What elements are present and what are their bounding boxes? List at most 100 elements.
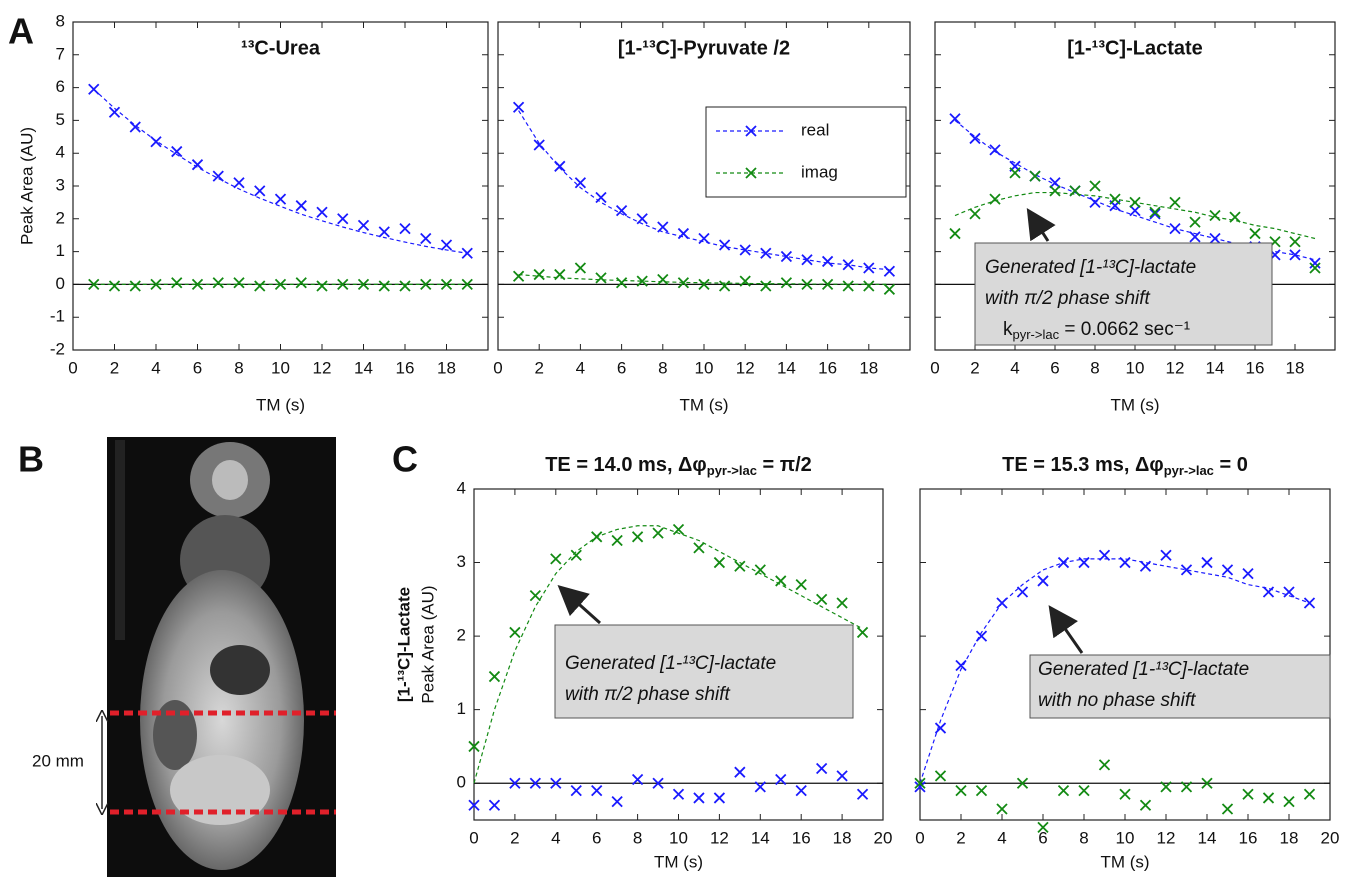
data-point — [150, 136, 162, 148]
x-tick-label: 16 — [396, 358, 415, 377]
data-point — [1209, 232, 1221, 245]
data-point — [420, 278, 432, 291]
fit-line — [954, 119, 1316, 261]
data-point — [636, 275, 648, 287]
data-point — [821, 255, 834, 268]
data-point — [1149, 206, 1161, 218]
x-tick-label: 4 — [576, 358, 585, 377]
data-point — [949, 227, 961, 240]
data-point — [1283, 795, 1295, 808]
y-tick-label: 1 — [56, 241, 65, 260]
data-point — [1249, 227, 1261, 240]
y-tick-label: 2 — [457, 626, 466, 645]
x-tick-label: 18 — [1286, 358, 1305, 377]
data-point — [863, 262, 875, 274]
data-point — [550, 553, 562, 565]
data-point — [615, 277, 628, 289]
x-tick-label: 6 — [617, 358, 626, 377]
chart-title: TE = 14.0 ms, Δφpyr->lac = π/2 — [545, 454, 812, 478]
data-point — [357, 219, 370, 231]
data-point — [739, 244, 751, 256]
x-tick-label: 14 — [1198, 828, 1217, 847]
data-point — [108, 106, 121, 118]
data-point — [1119, 556, 1131, 569]
data-point — [856, 626, 869, 639]
data-point — [842, 280, 854, 292]
data-point — [836, 597, 848, 609]
data-point — [295, 277, 307, 289]
chart-title: ¹³C-Urea — [241, 37, 321, 59]
data-point — [775, 575, 787, 587]
legend-marker — [745, 125, 757, 137]
chart-title-sub: pyr->lac — [707, 463, 757, 478]
x-tick-label: 12 — [1166, 358, 1185, 377]
fit-line — [919, 558, 1310, 784]
data-point — [698, 232, 710, 245]
data-point — [468, 799, 480, 811]
x-axis-label: TM (s) — [256, 395, 305, 414]
data-point — [274, 193, 287, 205]
plot-frame — [72, 21, 489, 351]
data-point — [420, 232, 432, 245]
x-tick-label: 14 — [1206, 358, 1225, 377]
data-point — [440, 239, 453, 251]
x-axis-label: TM (s) — [1110, 395, 1159, 414]
data-point — [693, 792, 705, 804]
data-point — [1009, 167, 1021, 179]
data-point — [780, 277, 793, 289]
data-point — [739, 275, 751, 287]
y-tick-label: 1 — [457, 699, 466, 718]
data-point — [574, 262, 587, 274]
x-tick-label: 4 — [151, 358, 160, 377]
x-tick-label: 10 — [1126, 358, 1145, 377]
data-point — [713, 556, 726, 569]
data-point — [657, 273, 669, 286]
data-point — [883, 283, 896, 295]
x-tick-label: 6 — [193, 358, 202, 377]
data-point — [1057, 556, 1070, 569]
annotation-text: with no phase shift — [1038, 690, 1196, 711]
data-point — [570, 549, 582, 561]
data-point — [1078, 784, 1090, 797]
data-point — [1089, 196, 1101, 209]
data-point — [1069, 185, 1081, 197]
annotation-text-tail: = 0.0662 sec⁻¹ — [1059, 319, 1190, 340]
x-tick-label: 2 — [534, 358, 543, 377]
data-point — [615, 204, 628, 217]
x-tick-label: 16 — [1239, 828, 1258, 847]
data-point — [399, 280, 411, 292]
x-tick-label: 0 — [68, 358, 77, 377]
x-tick-label: 12 — [1157, 828, 1176, 847]
data-point — [316, 280, 328, 292]
data-point — [955, 784, 967, 797]
x-tick-label: 6 — [592, 828, 601, 847]
mri-image — [102, 437, 336, 877]
y-axis-label: Peak Area (AU) — [418, 585, 437, 703]
x-tick-label: 0 — [930, 358, 939, 377]
annotation-text: kpyr->lac = 0.0662 sec⁻¹ — [1003, 319, 1190, 342]
data-point — [295, 200, 307, 212]
data-point — [595, 272, 607, 284]
data-point — [1078, 556, 1090, 569]
data-point — [129, 121, 141, 133]
data-point — [212, 170, 224, 182]
x-tick-label: 14 — [777, 358, 796, 377]
data-point — [399, 223, 411, 235]
x-tick-label: 0 — [469, 828, 478, 847]
data-point — [233, 177, 245, 189]
data-point — [863, 280, 875, 292]
fit-line — [518, 273, 890, 285]
data-point — [672, 788, 685, 800]
data-point — [631, 531, 644, 543]
data-point — [1262, 792, 1275, 804]
panel-label: A — [8, 11, 34, 52]
x-tick-label: 20 — [1321, 828, 1340, 847]
x-tick-label: 2 — [510, 828, 519, 847]
data-point — [975, 630, 988, 642]
x-tick-label: 4 — [1010, 358, 1019, 377]
data-point — [949, 113, 961, 125]
x-axis-label: TM (s) — [679, 395, 728, 414]
data-point — [1139, 799, 1152, 811]
x-tick-label: 12 — [313, 358, 332, 377]
x-tick-label: 18 — [833, 828, 852, 847]
